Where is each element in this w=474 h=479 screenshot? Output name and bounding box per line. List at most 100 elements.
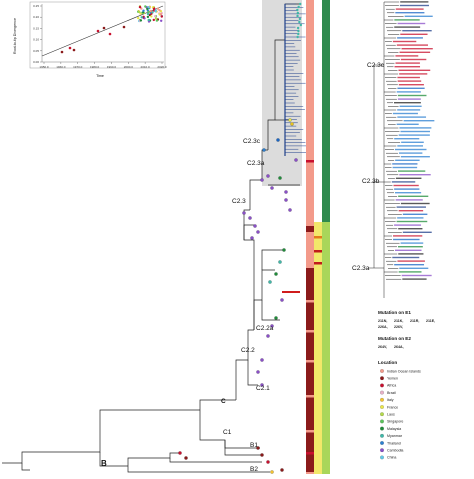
zoom-tip-label <box>397 170 426 172</box>
band-stripe <box>306 430 314 433</box>
legend-location-title: Location <box>378 360 397 365</box>
legend-e1-title: Mutation on E1 <box>378 310 411 315</box>
clade-c23-label: C2.3 <box>232 198 246 205</box>
legend-location-swatch <box>380 405 384 409</box>
zoom-tip-label <box>399 174 431 176</box>
tip-dot <box>280 298 284 302</box>
zoom-tip-label <box>393 238 420 241</box>
comb-dot <box>296 8 299 12</box>
inset-point <box>102 26 106 30</box>
band-stripe <box>306 300 314 303</box>
c2-backbone <box>235 329 254 400</box>
zoom-tip-label <box>401 274 432 277</box>
clade-b2-label: B2 <box>250 466 258 473</box>
comb-dot <box>296 26 300 30</box>
zoom-tip-label <box>394 138 420 140</box>
zoom-tip-label <box>402 231 432 233</box>
inset-point <box>158 9 161 12</box>
inset-ytick-label: 0.15 <box>33 26 39 30</box>
zoom-tip-label <box>400 242 424 244</box>
zoom-tip-label <box>395 12 425 14</box>
tip-dot <box>242 211 246 215</box>
inset-point <box>140 16 143 19</box>
zoom-tip-label <box>394 224 422 226</box>
annotation-bands <box>306 0 330 474</box>
zoom-tip-label <box>397 217 424 219</box>
c22-top <box>261 249 285 270</box>
zoom-tip-label <box>399 4 429 7</box>
zoom-tip-label <box>394 102 421 104</box>
legend-e2-title: Mutation on E2 <box>378 336 411 341</box>
zoom-tip-label <box>398 84 424 86</box>
zoom-tip-label <box>397 98 421 100</box>
legend-location-swatch <box>380 376 384 381</box>
tip-dot <box>282 248 286 252</box>
tip-dot <box>248 216 252 220</box>
band-location-mark <box>306 226 314 232</box>
zoom-tip-label <box>397 116 427 118</box>
legend-location-swatch <box>380 383 384 388</box>
zoom-tip-label <box>391 181 416 183</box>
tip-dot <box>260 178 264 182</box>
zoom-tip-label <box>395 177 422 179</box>
inset-point <box>156 7 160 10</box>
inset-point <box>147 10 150 14</box>
zoom-clade-c23a-label: C2.3a <box>352 265 370 272</box>
zoom-tip-label <box>394 66 421 68</box>
tip-dot <box>284 198 288 202</box>
legend-location-swatch <box>380 455 384 460</box>
zoom-tip-label <box>400 130 430 133</box>
zoom-tip-label <box>395 62 420 64</box>
b2-branch <box>127 466 270 473</box>
clade-c-label: C <box>221 398 226 405</box>
b-branch <box>99 452 128 467</box>
zoom-tip-label <box>397 37 423 39</box>
inset-point <box>108 32 112 36</box>
tip-dot <box>266 334 270 338</box>
clade-c23c-label: C2.3c <box>243 138 261 145</box>
zoom-tip-label <box>400 1 429 3</box>
c1-inner <box>224 440 260 449</box>
inset-ylabel: Root-to-tip Divergence <box>13 18 17 54</box>
zoom-tip-label <box>397 76 420 79</box>
tip-dot <box>270 186 274 190</box>
zoom-tip-label <box>398 228 423 230</box>
band-stripe <box>306 330 314 333</box>
inset-point <box>144 5 147 8</box>
legend-location-label: China <box>387 456 396 460</box>
zoom-tip-label <box>398 152 423 154</box>
zoom-tip-label <box>399 51 431 53</box>
tip-dots <box>178 118 298 474</box>
comb-dot <box>299 2 302 6</box>
zoom-tip-label <box>398 195 429 197</box>
zoom-tip-label <box>399 73 428 75</box>
band-stripe <box>306 360 314 363</box>
tip-dot <box>260 383 264 387</box>
c23-branch <box>243 209 255 330</box>
zoom-tip-label <box>392 40 417 43</box>
inset-frame <box>29 1 166 69</box>
clade-c23a-label: C2.3a <box>247 160 265 167</box>
zoom-tip-label <box>397 260 425 262</box>
zoom-tip-label <box>402 278 427 280</box>
inset-point <box>68 46 72 50</box>
zoom-tip-label <box>396 44 429 46</box>
inset-point <box>96 29 100 33</box>
zoom-tip-label <box>396 91 421 93</box>
clade-c1-label: C1 <box>223 429 232 436</box>
zoom-tip-label <box>399 127 432 129</box>
tip-dot <box>266 174 270 178</box>
legend-mutation-label: 211N, <box>378 319 387 323</box>
tip-dot <box>250 236 254 240</box>
legend-location-label: Singapore <box>387 420 403 424</box>
legend-location-label: Myanmar <box>387 434 403 438</box>
zoom-tip-label <box>396 220 428 223</box>
zoom-tip-label <box>395 199 423 201</box>
inset-point <box>139 12 142 15</box>
inset-xtick-label: 2020.0 <box>157 65 167 69</box>
legend-e1-items: 211N, 211K, 211R, 211E, 226A, 226V, <box>378 319 435 329</box>
zoom-tip-label <box>400 58 427 61</box>
regression-line <box>41 5 164 57</box>
zoom-tip-label <box>398 210 424 212</box>
